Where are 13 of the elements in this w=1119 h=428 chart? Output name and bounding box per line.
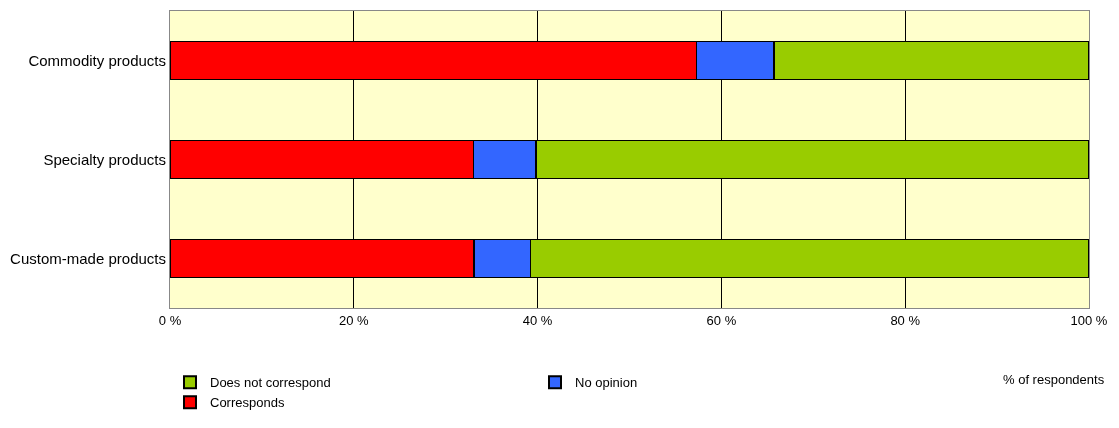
x-tick-label: 40 % [522, 312, 553, 328]
y-tick-label: Commodity products [28, 51, 166, 69]
x-axis-title: % of respondents [1003, 372, 1105, 387]
y-tick-label: Custom-made products [10, 249, 166, 267]
x-tick-label: 100 % [1070, 312, 1108, 328]
x-tick-label: 80 % [890, 312, 921, 328]
x-tick-label: 20 % [338, 312, 370, 328]
y-tick-label: Specialty products [43, 150, 166, 168]
legend-label: Corresponds [210, 395, 285, 411]
legend-label: Does not correspond [210, 375, 331, 391]
legend-label: No opinion [575, 375, 638, 391]
x-tick-label: 0 % [158, 312, 182, 328]
x-tick-label: 60 % [706, 312, 737, 328]
